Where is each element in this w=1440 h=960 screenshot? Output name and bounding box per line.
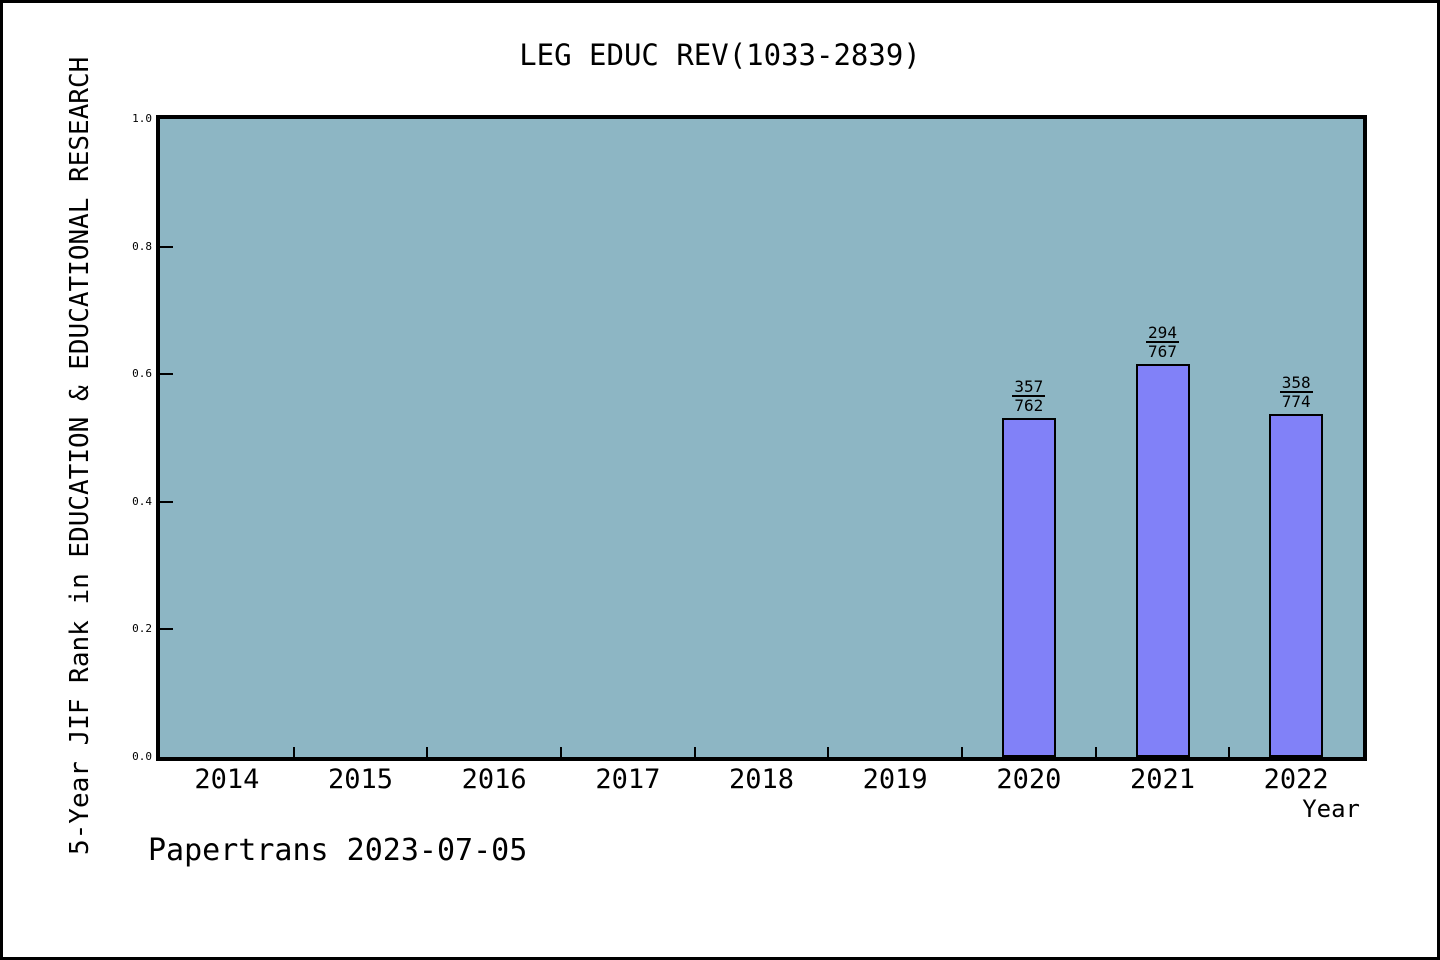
bar-label-denominator: 767 xyxy=(1148,342,1177,361)
y-tick-label: 0.8 xyxy=(132,239,152,253)
x-tick-label: 2015 xyxy=(327,764,394,795)
y-tick-mark xyxy=(160,245,173,248)
x-tick-mark xyxy=(1094,747,1097,757)
bar-label-numerator: 358 xyxy=(1279,373,1313,393)
y-tick-label: 0.0 xyxy=(132,750,152,763)
watermark-text: Papertrans 2023-07-05 xyxy=(148,833,528,868)
y-tick-mark xyxy=(160,628,173,631)
y-tick-label: 0.6 xyxy=(132,367,152,381)
x-tick-mark xyxy=(961,747,963,757)
x-tick-mark xyxy=(1228,747,1231,757)
x-tick-label: 2014 xyxy=(194,764,260,795)
bar xyxy=(1001,418,1056,757)
y-axis-label: 5-Year JIF Rank in EDUCATION & EDUCATION… xyxy=(65,56,95,855)
bar-label-denominator: 774 xyxy=(1281,392,1311,411)
bar-label-denominator: 762 xyxy=(1014,396,1044,415)
x-tick-label: 2022 xyxy=(1263,764,1329,795)
chart-title: LEG EDUC REV(1033-2839) xyxy=(519,38,921,72)
y-tick-label: 0.2 xyxy=(132,622,152,636)
x-tick-label: 2020 xyxy=(996,764,1062,795)
bar xyxy=(1269,414,1324,757)
x-tick-label: 2019 xyxy=(862,764,928,795)
x-tick-mark xyxy=(693,747,696,757)
y-tick-mark xyxy=(160,373,173,376)
x-tick-mark xyxy=(426,747,429,757)
x-tick-mark xyxy=(827,747,830,757)
bar-label-numerator: 357 xyxy=(1012,377,1046,397)
y-tick-label: 1.0 xyxy=(132,112,152,125)
bar-label: 357 762 xyxy=(984,378,1074,414)
x-tick-label: 2017 xyxy=(595,764,661,795)
bar-label: 358 774 xyxy=(1251,374,1341,410)
bar xyxy=(1135,364,1190,757)
y-tick-mark xyxy=(160,500,173,503)
x-tick-label: 2016 xyxy=(461,764,527,795)
bar-label-numerator: 294 xyxy=(1146,323,1179,343)
x-axis-label: Year xyxy=(1302,795,1360,823)
x-tick-mark xyxy=(560,747,562,757)
bar-label: 294 767 xyxy=(1118,324,1208,360)
y-tick-label: 0.4 xyxy=(132,494,152,508)
x-tick-label: 2018 xyxy=(728,764,795,795)
x-tick-mark xyxy=(292,747,295,757)
x-tick-label: 2021 xyxy=(1129,764,1196,795)
